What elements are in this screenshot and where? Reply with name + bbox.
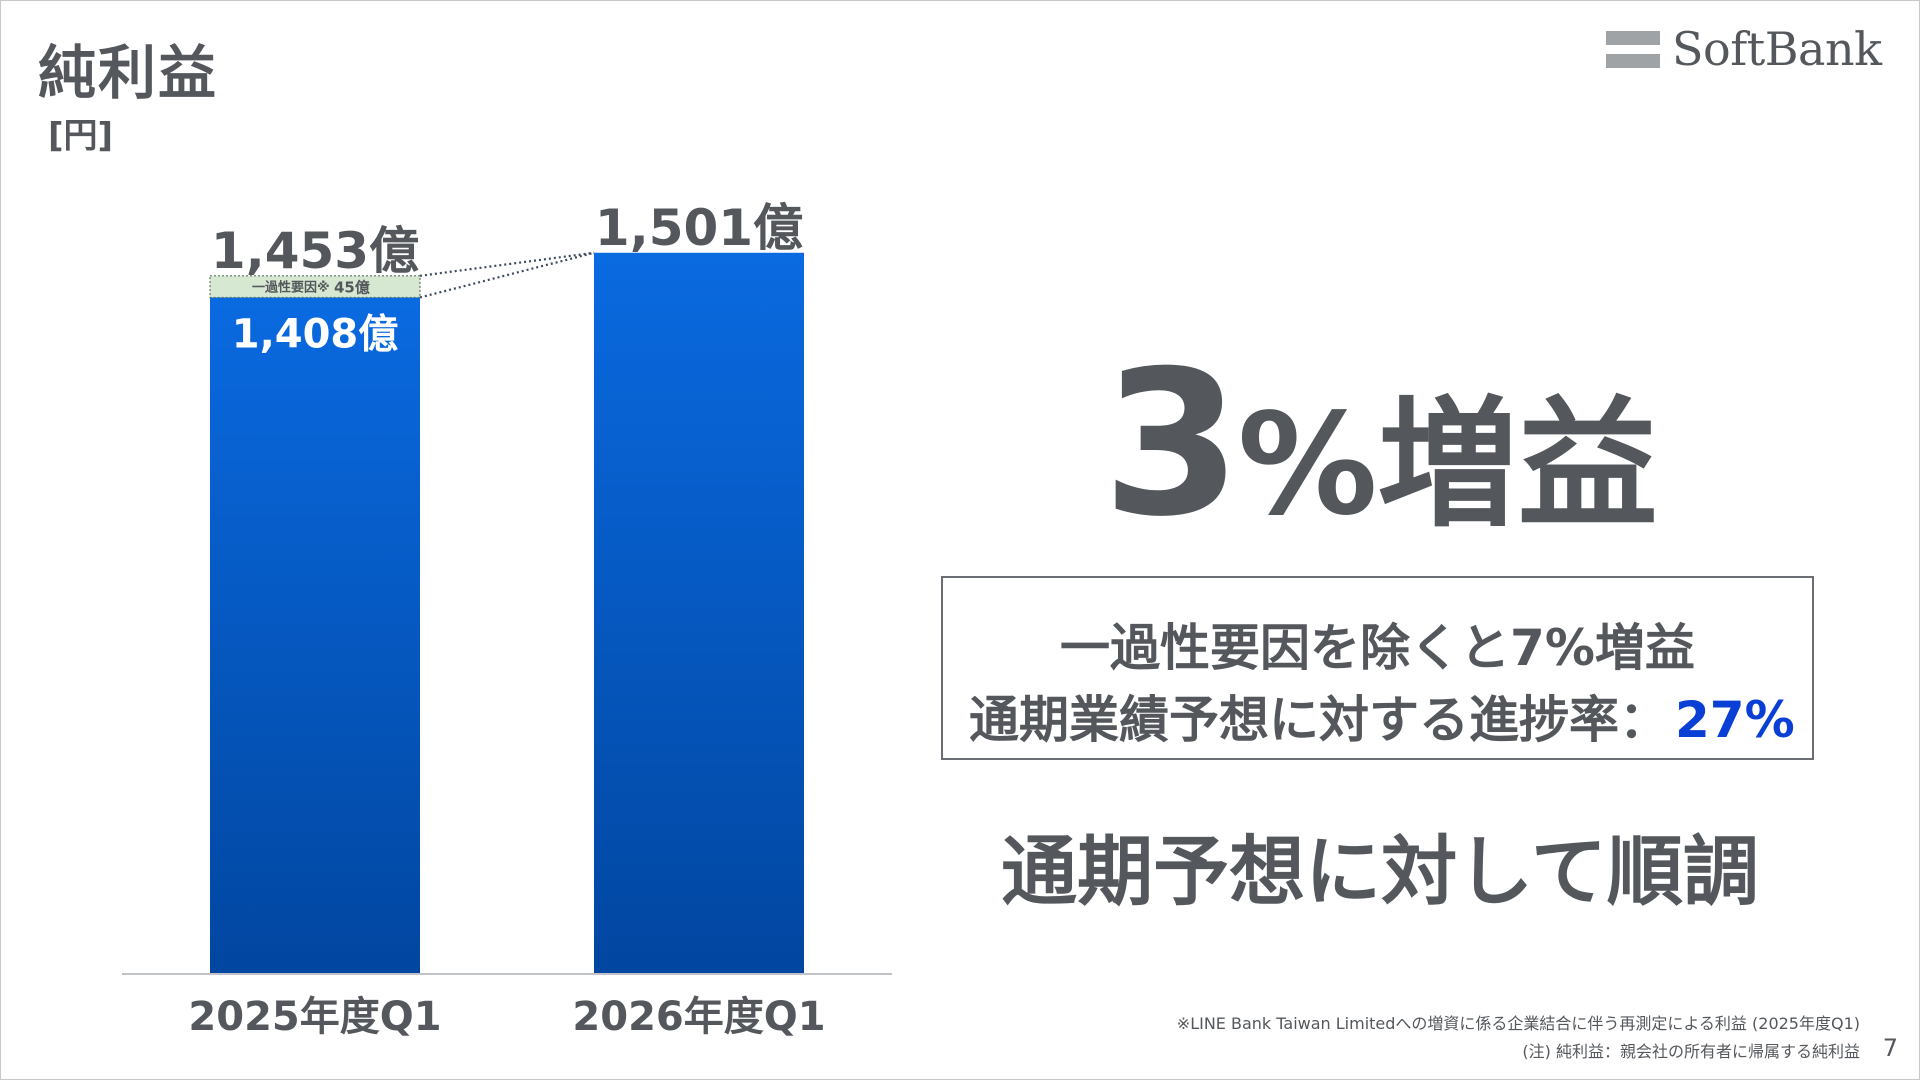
excluding-one-time-text: 一過性要因を除くと7%増益 (1060, 619, 1695, 677)
one-time-segment (209, 275, 421, 299)
footnote-definition: (注) 純利益：親会社の所有者に帰属する純利益 (1522, 1042, 1860, 1061)
progress-line: 通期業績予想に対する進捗率： 27% (969, 680, 1795, 752)
logo-text: SoftBank (1672, 22, 1882, 76)
category-label: 2026年度Q1 (572, 994, 825, 1040)
bar-value-label: 1,501億 (595, 199, 803, 257)
connector-line-top (419, 251, 595, 277)
unit-label: [円] (48, 116, 114, 156)
bar-value-label: 1,453億 (211, 222, 419, 280)
one-time-label: 一過性要因※ (252, 280, 330, 296)
page-title: 純利益 (38, 39, 219, 107)
connector-line-bottom (419, 251, 595, 299)
growth-text: %増益 (1237, 384, 1658, 547)
page-number: 7 (1882, 1034, 1898, 1062)
softbank-logo: SoftBank (1606, 22, 1882, 78)
info-box: 一過性要因を除くと7%増益 通期業績予想に対する進捗率： 27% (941, 576, 1814, 760)
logo-bar-icon (1606, 31, 1660, 45)
logo-bar-icon (1606, 54, 1660, 68)
one-time-value-label: 45億 (334, 279, 370, 297)
growth-number: 3 (1102, 328, 1241, 561)
footnote-one-time: ※LINE Bank Taiwan Limitedへの増資に係る企業結合に伴う再… (1176, 1014, 1860, 1033)
bar (594, 252, 804, 974)
conclusion-text: 通期予想に対して順調 (1001, 827, 1759, 916)
progress-value: 27% (1675, 691, 1795, 749)
growth-headline: 3%増益 (1000, 345, 1760, 545)
progress-label: 通期業績予想に対する進捗率： (969, 691, 1669, 749)
bar (210, 297, 420, 974)
base-value-label: 1,408億 (232, 311, 399, 357)
category-label: 2025年度Q1 (188, 994, 441, 1040)
